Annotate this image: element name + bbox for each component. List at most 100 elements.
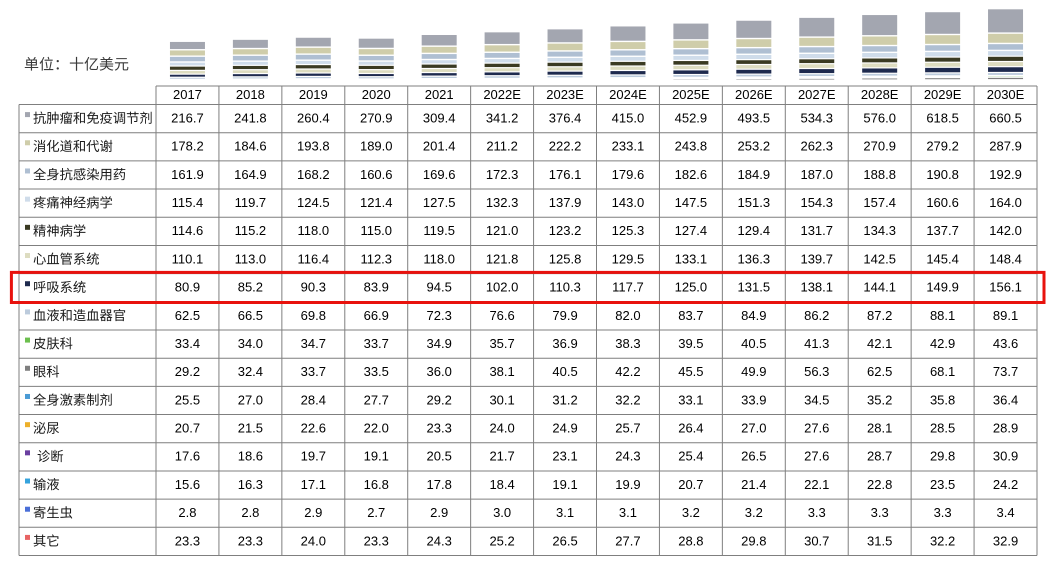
svg-text:2022E: 2022E	[483, 87, 521, 102]
svg-text:2023E: 2023E	[546, 87, 584, 102]
svg-text:27.0: 27.0	[741, 421, 766, 436]
svg-text:29.2: 29.2	[175, 364, 200, 379]
svg-text:2.8: 2.8	[178, 505, 196, 520]
svg-text:36.0: 36.0	[427, 364, 452, 379]
svg-text:189.0: 189.0	[360, 139, 393, 154]
svg-text:27.7: 27.7	[364, 392, 389, 407]
svg-text:119.7: 119.7	[235, 195, 267, 210]
svg-text:133.1: 133.1	[675, 251, 708, 266]
svg-text:30.7: 30.7	[804, 533, 829, 548]
svg-text:35.8: 35.8	[930, 392, 955, 407]
svg-text:125.8: 125.8	[549, 251, 582, 266]
svg-text:2027E: 2027E	[798, 87, 836, 102]
svg-text:27.0: 27.0	[238, 392, 263, 407]
svg-text:136.3: 136.3	[738, 251, 771, 266]
svg-text:164.0: 164.0	[989, 195, 1022, 210]
svg-text:142.0: 142.0	[989, 223, 1022, 238]
svg-text:34.7: 34.7	[301, 336, 326, 351]
svg-text:85.2: 85.2	[238, 280, 263, 295]
svg-text:123.2: 123.2	[549, 223, 582, 238]
svg-text:172.3: 172.3	[486, 167, 519, 182]
svg-text:21.5: 21.5	[238, 421, 263, 436]
svg-text:24.9: 24.9	[552, 421, 577, 436]
svg-text:125.3: 125.3	[612, 223, 645, 238]
svg-text:35.2: 35.2	[867, 392, 892, 407]
svg-text:76.6: 76.6	[489, 308, 514, 323]
svg-text:309.4: 309.4	[423, 110, 456, 125]
svg-text:149.9: 149.9	[926, 280, 959, 295]
svg-text:132.3: 132.3	[486, 195, 519, 210]
svg-text:113.0: 113.0	[235, 251, 267, 266]
svg-text:28.8: 28.8	[678, 533, 703, 548]
svg-text:2030E: 2030E	[987, 87, 1025, 102]
svg-text:2019: 2019	[299, 87, 328, 102]
svg-text:216.7: 216.7	[171, 110, 204, 125]
svg-text:25.7: 25.7	[615, 421, 640, 436]
svg-text:190.8: 190.8	[926, 167, 959, 182]
svg-text:2020: 2020	[362, 87, 391, 102]
svg-text:241.8: 241.8	[234, 110, 267, 125]
svg-text:493.5: 493.5	[738, 110, 771, 125]
svg-text:534.3: 534.3	[800, 110, 833, 125]
svg-text:84.9: 84.9	[741, 308, 766, 323]
svg-text:341.2: 341.2	[486, 110, 519, 125]
svg-text:83.7: 83.7	[678, 308, 703, 323]
svg-text:22.0: 22.0	[364, 421, 389, 436]
svg-text:2024E: 2024E	[609, 87, 647, 102]
svg-text:41.3: 41.3	[804, 336, 829, 351]
svg-text:24.3: 24.3	[615, 449, 640, 464]
svg-text:19.9: 19.9	[615, 477, 640, 492]
svg-text:2029E: 2029E	[924, 87, 962, 102]
svg-text:23.5: 23.5	[930, 477, 955, 492]
svg-text:157.4: 157.4	[863, 195, 896, 210]
svg-text:119.5: 119.5	[423, 223, 455, 238]
svg-text:3.2: 3.2	[682, 505, 700, 520]
svg-text:79.9: 79.9	[552, 308, 577, 323]
svg-text:164.9: 164.9	[234, 167, 267, 182]
svg-text:415.0: 415.0	[612, 110, 645, 125]
svg-text:287.9: 287.9	[989, 139, 1022, 154]
svg-text:17.8: 17.8	[427, 477, 452, 492]
svg-text:211.2: 211.2	[486, 139, 518, 154]
svg-text:3.3: 3.3	[934, 505, 952, 520]
svg-text:161.9: 161.9	[171, 167, 204, 182]
svg-text:94.5: 94.5	[427, 280, 452, 295]
svg-text:73.7: 73.7	[993, 364, 1018, 379]
svg-text:30.1: 30.1	[489, 392, 514, 407]
svg-text:83.9: 83.9	[364, 280, 389, 295]
svg-text:262.3: 262.3	[800, 139, 833, 154]
svg-text:32.2: 32.2	[615, 392, 640, 407]
svg-text:66.5: 66.5	[238, 308, 263, 323]
svg-text:169.6: 169.6	[423, 167, 456, 182]
svg-text:66.9: 66.9	[364, 308, 389, 323]
svg-text:24.0: 24.0	[301, 533, 326, 548]
svg-text:34.0: 34.0	[238, 336, 263, 351]
svg-text:16.8: 16.8	[364, 477, 389, 492]
svg-text:25.5: 25.5	[175, 392, 200, 407]
svg-text:23.3: 23.3	[175, 533, 200, 548]
svg-text:147.5: 147.5	[675, 195, 708, 210]
svg-text:19.1: 19.1	[552, 477, 577, 492]
svg-text:233.1: 233.1	[612, 139, 645, 154]
svg-text:2018: 2018	[236, 87, 265, 102]
svg-text:40.5: 40.5	[552, 364, 577, 379]
svg-text:16.3: 16.3	[238, 477, 263, 492]
svg-text:21.4: 21.4	[741, 477, 766, 492]
svg-text:116.4: 116.4	[298, 251, 330, 266]
svg-text:3.2: 3.2	[745, 505, 763, 520]
svg-text:156.1: 156.1	[989, 280, 1022, 295]
svg-text:193.8: 193.8	[297, 139, 330, 154]
svg-text:20.7: 20.7	[175, 421, 200, 436]
svg-text:270.9: 270.9	[360, 110, 393, 125]
svg-text:102.0: 102.0	[486, 280, 519, 295]
svg-text:131.5: 131.5	[738, 280, 771, 295]
svg-text:42.2: 42.2	[615, 364, 640, 379]
svg-text:15.6: 15.6	[175, 477, 200, 492]
svg-text:176.1: 176.1	[549, 167, 582, 182]
svg-text:20.5: 20.5	[427, 449, 452, 464]
svg-text:139.7: 139.7	[800, 251, 833, 266]
svg-text:2.9: 2.9	[304, 505, 322, 520]
svg-text:24.3: 24.3	[427, 533, 452, 548]
svg-text:23.3: 23.3	[238, 533, 263, 548]
svg-text:62.5: 62.5	[867, 364, 892, 379]
